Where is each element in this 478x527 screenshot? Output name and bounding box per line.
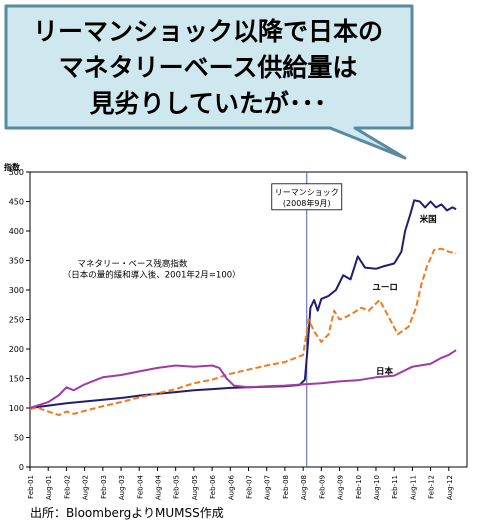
callout-bubble (4, 4, 414, 160)
series-line-japan (29, 349, 457, 409)
x-tick-label: Aug-02 (82, 475, 90, 500)
y-tick-label: 150 (9, 375, 24, 384)
y-tick-label: 350 (9, 257, 24, 266)
x-tick-label: Feb-09 (318, 475, 326, 499)
x-tick-label: Aug-03 (118, 475, 126, 500)
y-tick-label: 200 (9, 345, 24, 354)
series-label: 米国 (420, 214, 437, 225)
x-tick-label: Feb-05 (173, 475, 181, 499)
y-tick-label: 450 (9, 198, 24, 207)
x-tick-label: Feb-07 (246, 475, 254, 499)
x-tick-label: Feb-08 (282, 475, 290, 499)
x-tick-label: Aug-01 (45, 475, 53, 500)
x-tick-label: Aug-07 (264, 475, 272, 500)
x-tick-label: Feb-03 (100, 475, 108, 499)
x-tick-label: Feb-04 (136, 474, 144, 498)
x-tick-label: Aug-10 (373, 475, 381, 500)
x-tick-label: Aug-04 (154, 474, 162, 500)
x-tick-label: Aug-06 (227, 474, 235, 500)
event-label-box (271, 183, 343, 211)
y-tick-label: 100 (9, 404, 24, 413)
source-note: 出所：BloombergよりMUMSS作成 (30, 506, 224, 520)
annotation-subtitle: （日本の量的緩和導入後、2001年2月=100） (63, 270, 241, 281)
y-tick-label: 400 (9, 227, 24, 236)
y-tick-label: 50 (14, 434, 24, 443)
x-tick-label: Aug-12 (446, 475, 454, 500)
y-tick-label: 250 (9, 316, 24, 325)
headline-line-2: マネタリーベース供給量は (58, 53, 358, 82)
x-tick-label: Feb-10 (355, 475, 363, 499)
y-axis-label: 指数 (4, 162, 21, 172)
headline-line-3: 見劣りしていたが･･･ (89, 89, 327, 118)
headline-callout (4, 4, 414, 160)
annotation-title: マネタリー・ベース残高指数 (77, 258, 188, 269)
x-tick-label: Feb-01 (27, 475, 35, 499)
x-tick-label: Aug-08 (300, 475, 308, 500)
x-tick-label: Feb-06 (209, 474, 217, 498)
event-label-line2: (2008年9月) (283, 198, 331, 208)
series-label: ユーロ (372, 283, 398, 293)
series-label: 日本 (376, 366, 394, 377)
x-tick-label: Feb-11 (391, 475, 399, 499)
x-tick-label: Feb-02 (63, 475, 71, 499)
event-label-line1: リーマンショック (275, 188, 339, 197)
x-tick-label: Aug-09 (337, 475, 345, 500)
x-tick-label: Aug-05 (191, 475, 199, 500)
headline-line-1: リーマンショック以降で日本の (32, 17, 383, 46)
plot-frame (29, 171, 468, 468)
series-lines (29, 199, 457, 417)
y-tick-label: 0 (19, 463, 24, 472)
chart-labels: リーマンショック(2008年9月) マネタリー・ベース残高指数（日本の量的緩和導入… (63, 183, 437, 377)
series-line-euro (29, 247, 457, 417)
series-line-us (29, 199, 457, 409)
y-tick-label: 500 (9, 168, 24, 177)
x-tick-label: Feb-12 (428, 475, 436, 499)
x-tick-label: Aug-11 (409, 475, 417, 500)
y-tick-label: 300 (9, 286, 24, 295)
